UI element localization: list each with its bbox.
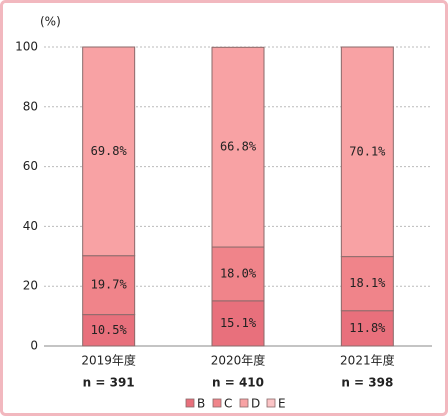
y-tick-label: 60 — [23, 159, 38, 173]
y-unit: (%) — [40, 15, 61, 29]
sample-size: n = 410 — [212, 376, 264, 390]
y-tick-label: 100 — [15, 40, 38, 54]
bar-segment — [340, 256, 394, 312]
y-tick-label: 0 — [30, 339, 38, 353]
data-label: 10.5% — [91, 323, 128, 337]
data-label: 18.0% — [220, 266, 257, 280]
legend-label: B — [197, 397, 205, 411]
bar-segment — [82, 255, 136, 316]
legend-swatch — [266, 398, 276, 408]
sample-size: n = 398 — [341, 376, 393, 390]
data-label: 70.1% — [349, 144, 386, 158]
x-tick-label: 2021年度 — [340, 353, 395, 368]
y-tick-label: 40 — [23, 219, 38, 233]
bar-segment — [211, 246, 265, 302]
sample-size: n = 391 — [83, 376, 135, 390]
x-tick-label: 2019年度 — [81, 353, 136, 368]
y-tick-label: 20 — [23, 279, 38, 293]
legend-swatch — [185, 398, 195, 408]
legend-label: D — [251, 397, 260, 411]
legend-swatch — [239, 398, 249, 408]
y-tick-label: 80 — [23, 99, 38, 113]
bar-segment — [340, 46, 394, 258]
bar-segment — [340, 310, 394, 347]
data-label: 15.1% — [220, 316, 257, 330]
data-label: 66.8% — [220, 140, 257, 154]
legend-swatch — [212, 398, 222, 408]
legend-label: C — [224, 397, 232, 411]
bar-segment — [82, 314, 136, 347]
bar-segment — [211, 46, 265, 248]
data-label: 18.1% — [349, 276, 386, 290]
legend-label: E — [278, 397, 286, 411]
x-tick-label: 2020年度 — [211, 353, 266, 368]
bar-segment — [82, 46, 136, 257]
data-label: 11.8% — [349, 321, 386, 335]
data-label: 19.7% — [91, 278, 128, 292]
data-label: 69.8% — [91, 144, 128, 158]
